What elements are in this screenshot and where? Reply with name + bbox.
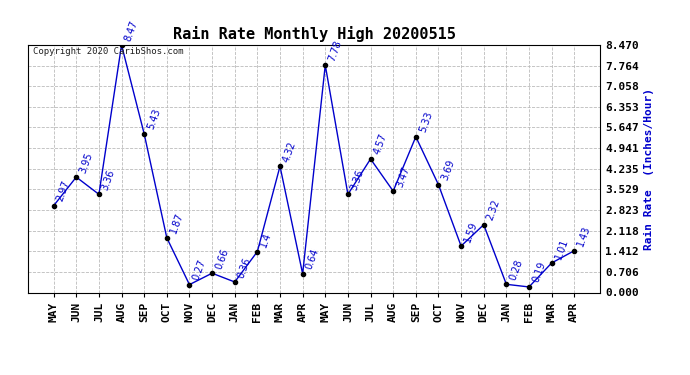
Title: Rain Rate Monthly High 20200515: Rain Rate Monthly High 20200515	[172, 27, 455, 42]
Text: 4.32: 4.32	[282, 140, 298, 164]
Text: 7.78: 7.78	[326, 39, 344, 62]
Text: 8.47: 8.47	[123, 19, 139, 42]
Text: 0.64: 0.64	[304, 248, 321, 271]
Text: 0.19: 0.19	[531, 261, 547, 284]
Text: 3.69: 3.69	[440, 158, 457, 182]
Text: 3.47: 3.47	[395, 165, 411, 188]
Text: 0.27: 0.27	[191, 258, 208, 282]
Text: 1.01: 1.01	[553, 237, 570, 260]
Text: 1.59: 1.59	[462, 220, 480, 243]
Text: 3.36: 3.36	[349, 168, 366, 192]
Text: 2.97: 2.97	[55, 179, 72, 203]
Y-axis label: Rain Rate  (Inches/Hour): Rain Rate (Inches/Hour)	[644, 88, 655, 250]
Text: 0.28: 0.28	[508, 258, 524, 282]
Text: 5.43: 5.43	[146, 107, 162, 131]
Text: 2.32: 2.32	[485, 198, 502, 222]
Text: 5.33: 5.33	[417, 110, 434, 134]
Text: 1.43: 1.43	[575, 224, 592, 248]
Text: 0.66: 0.66	[213, 247, 230, 270]
Text: 3.36: 3.36	[100, 168, 117, 192]
Text: 3.95: 3.95	[78, 151, 95, 174]
Text: 0.36: 0.36	[236, 256, 253, 279]
Text: 1.4: 1.4	[259, 231, 273, 249]
Text: Copyright 2020 CaribShos.com: Copyright 2020 CaribShos.com	[33, 48, 184, 57]
Text: 4.57: 4.57	[372, 132, 388, 156]
Text: 1.87: 1.87	[168, 211, 185, 235]
